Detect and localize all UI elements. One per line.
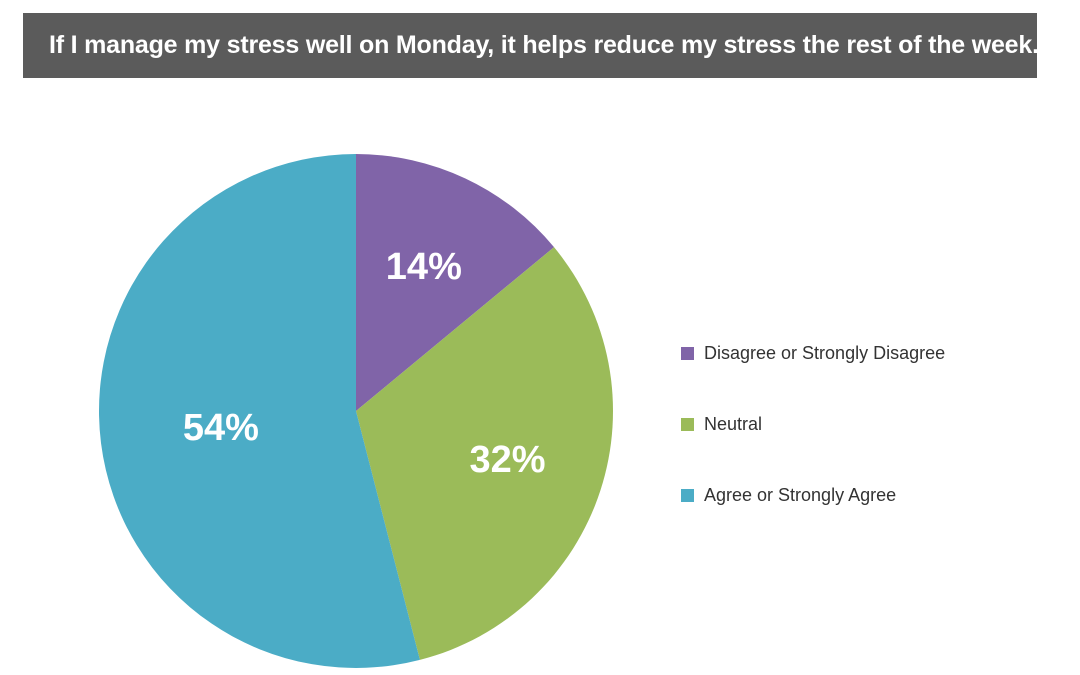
- chart-title: If I manage my stress well on Monday, it…: [49, 31, 1039, 59]
- data-label-disagree: 14%: [386, 246, 462, 288]
- legend-label-neutral: Neutral: [704, 413, 763, 434]
- data-label-neutral: 32%: [470, 439, 546, 481]
- legend-label-agree: Agree or Strongly Agree: [704, 484, 897, 505]
- legend-item-disagree: Disagree or Strongly Disagree: [681, 338, 945, 368]
- pie-slice-disagree: [356, 154, 555, 411]
- chart-title-bar: If I manage my stress well on Monday, it…: [23, 13, 1039, 78]
- data-label-agree: 54%: [183, 407, 259, 449]
- legend-swatch-agree: [681, 488, 694, 502]
- pie-slice-agree: [98, 154, 420, 668]
- legend-swatch-disagree: [681, 346, 694, 360]
- pie-slice-neutral: [356, 247, 614, 660]
- legend-item-neutral: Neutral: [681, 409, 945, 439]
- legend-label-disagree: Disagree or Strongly Disagree: [704, 342, 946, 363]
- legend-item-agree: Agree or Strongly Agree: [681, 480, 945, 510]
- legend: Disagree or Strongly Disagree Neutral Ag…: [681, 338, 945, 551]
- legend-swatch-neutral: [681, 417, 694, 431]
